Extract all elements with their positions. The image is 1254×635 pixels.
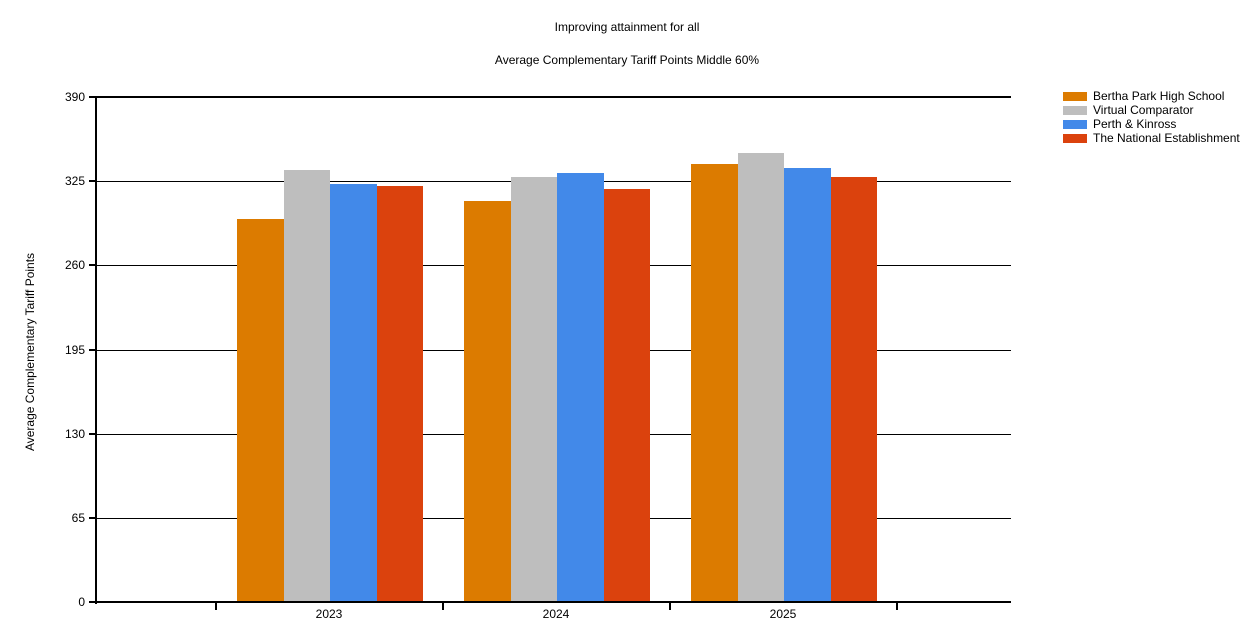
legend-label: Bertha Park High School xyxy=(1093,89,1225,103)
legend-swatch-virtual-comparator xyxy=(1063,105,1087,115)
x-axis-tick xyxy=(441,603,444,610)
y-axis-line xyxy=(95,96,97,604)
bar-perth-kinross-2024 xyxy=(557,173,604,602)
y-axis-tick-label: 0 xyxy=(78,595,85,609)
x-axis-tick xyxy=(214,603,217,610)
bar-bertha-park-high-school-2025 xyxy=(691,164,738,602)
x-axis-tick xyxy=(895,603,898,610)
legend-item-virtual-comparator: Virtual Comparator xyxy=(1063,103,1240,117)
x-axis-category-label: 2024 xyxy=(542,607,570,621)
legend-swatch-the-national-establishment xyxy=(1063,133,1087,143)
y-axis-tick xyxy=(89,348,97,351)
y-axis-tick-label: 65 xyxy=(71,510,85,525)
y-axis-tick-label: 390 xyxy=(64,90,85,104)
y-axis-tick xyxy=(89,516,97,519)
legend-label: Virtual Comparator xyxy=(1093,103,1194,117)
legend-item-bertha-park-high-school: Bertha Park High School xyxy=(1063,89,1240,103)
gridline-390 xyxy=(97,96,1011,98)
legend-label: Perth & Kinross xyxy=(1093,117,1177,131)
bar-the-national-establishment-2025 xyxy=(830,177,877,602)
legend: Bertha Park High School Virtual Comparato… xyxy=(1063,89,1240,145)
bar-virtual-comparator-2024 xyxy=(510,177,557,602)
bar-perth-kinross-2023 xyxy=(330,183,377,602)
y-axis-tick xyxy=(89,432,97,435)
bar-bertha-park-high-school-2024 xyxy=(464,200,511,602)
legend-label: The National Establishment xyxy=(1093,131,1240,145)
x-axis-category-label: 2025 xyxy=(769,607,797,621)
bar-bertha-park-high-school-2023 xyxy=(237,218,284,602)
bar-the-national-establishment-2023 xyxy=(376,186,423,602)
legend-swatch-perth-kinross xyxy=(1063,119,1087,129)
bar-virtual-comparator-2023 xyxy=(283,169,330,602)
x-axis-tick xyxy=(668,603,671,610)
chart-title: Improving attainment for all xyxy=(554,20,700,34)
x-axis-line xyxy=(97,601,1011,603)
legend-item-perth-kinross: Perth & Kinross xyxy=(1063,117,1240,131)
bar-virtual-comparator-2025 xyxy=(737,152,784,602)
y-axis-tick-label: 325 xyxy=(64,174,85,189)
y-axis-tick xyxy=(89,180,97,183)
x-axis-category-label: 2023 xyxy=(315,607,343,621)
y-axis-tick xyxy=(89,264,97,267)
legend-item-the-national-establishment: The National Establishment xyxy=(1063,131,1240,145)
y-axis-tick xyxy=(89,601,97,603)
legend-swatch-bertha-park-high-school xyxy=(1063,91,1087,101)
y-axis-tick-label: 260 xyxy=(64,258,85,273)
y-axis-tick xyxy=(89,96,97,98)
chart-subtitle: Average Complementary Tariff Points Midd… xyxy=(494,53,760,67)
bar-perth-kinross-2025 xyxy=(784,168,831,602)
bar-the-national-establishment-2024 xyxy=(603,188,650,602)
y-axis-tick-label: 130 xyxy=(64,426,85,441)
y-axis-tick-label: 195 xyxy=(64,342,85,357)
